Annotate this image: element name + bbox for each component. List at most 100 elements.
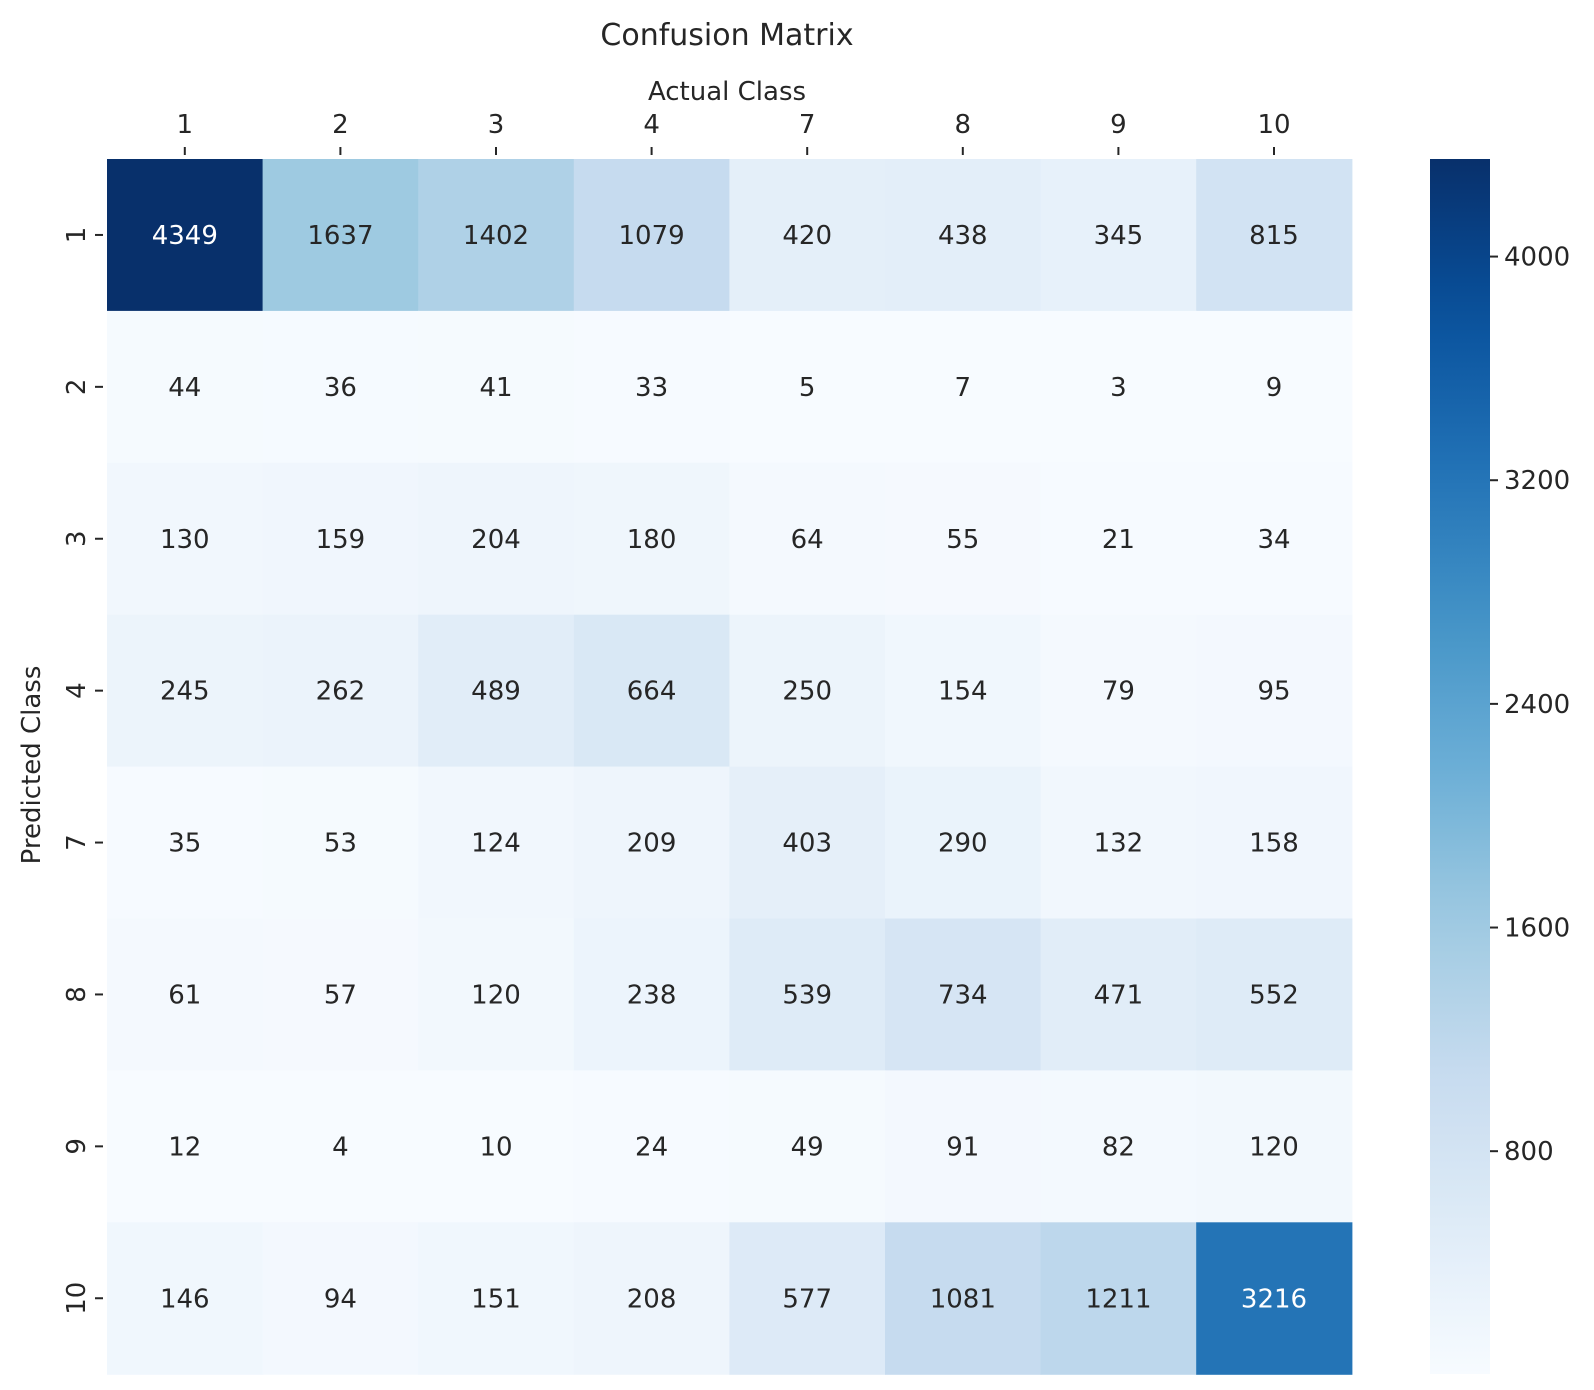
cell-value-label: 33 [635,373,668,403]
heatmap-cell [1196,310,1353,464]
heatmap-cell [573,462,730,616]
cell-value-label: 4 [332,1132,349,1162]
heatmap-cell [1040,310,1197,464]
cell-value-label: 124 [471,829,521,859]
cell-value-label: 35 [168,829,201,859]
colorbar-tick-label: 2400 [1504,690,1570,720]
heatmap-cell [262,159,419,312]
cell-value-label: 3216 [1241,1284,1307,1314]
cell-value-label: 1079 [619,221,685,251]
heatmap-cell [573,766,730,920]
cell-value-label: 21 [1102,525,1135,555]
cell-value-label: 208 [627,1284,677,1314]
heatmap-cell [885,310,1042,464]
heatmap-cell [1196,462,1353,616]
cell-value-label: 34 [1257,525,1290,555]
x-tick-label: 1 [177,110,194,140]
cell-value-label: 262 [316,677,366,707]
heatmap-cell [107,766,264,920]
heatmap-cell [885,1070,1042,1223]
colorbar-gradient [1430,159,1490,1374]
heatmap-cell [729,310,886,464]
cell-value-label: 55 [946,525,979,555]
heatmap-cell [107,159,264,312]
heatmap-cell [1040,1070,1197,1223]
heatmap-cell [418,766,575,920]
heatmap-cell [885,918,1042,1071]
cell-value-label: 539 [782,980,832,1010]
heatmap-cell [107,310,264,464]
cell-value-label: 132 [1094,829,1144,859]
heatmap-cell [262,462,419,616]
cell-value-label: 61 [168,980,201,1010]
cell-value-label: 120 [1249,1132,1299,1162]
cell-value-label: 471 [1094,980,1144,1010]
x-tick-label: 8 [955,110,972,140]
y-tick-label: 7 [62,834,92,851]
cell-value-label: 1402 [463,221,529,251]
heatmap-cell [262,918,419,1071]
cell-value-label: 57 [324,980,357,1010]
heatmap-cell [885,462,1042,616]
cell-value-label: 41 [479,373,512,403]
cell-value-label: 1637 [307,221,373,251]
heatmap-cell [729,462,886,616]
heatmap-cell [262,1070,419,1223]
cell-value-label: 159 [316,525,366,555]
cell-value-label: 815 [1249,221,1299,251]
cell-value-label: 1211 [1085,1284,1151,1314]
y-axis-label: Predicted Class [17,666,47,865]
cell-value-label: 204 [471,525,521,555]
heatmap-cell [107,918,264,1071]
heatmap-cell [885,1222,1042,1375]
cell-value-label: 238 [627,980,677,1010]
heatmap-cell [262,1222,419,1375]
x-tick-label: 2 [332,110,349,140]
cell-value-label: 489 [471,677,521,707]
heatmap-cell [729,918,886,1071]
heatmap-cell [573,1070,730,1223]
heatmap-cell [1040,159,1197,312]
cell-value-label: 10 [479,1132,512,1162]
heatmap-cell [107,1070,264,1223]
cell-value-label: 552 [1249,980,1299,1010]
heatmap-cell [1196,614,1353,768]
colorbar-tick-label: 1600 [1504,914,1570,944]
cell-value-label: 420 [782,221,832,251]
cell-value-label: 438 [938,221,988,251]
cell-value-label: 94 [324,1284,357,1314]
heatmap-cell [729,614,886,768]
cell-value-label: 120 [471,980,521,1010]
heatmap-cell [573,310,730,464]
cell-value-label: 403 [782,829,832,859]
heatmap-cell [1196,766,1353,920]
heatmap-cell [418,159,575,312]
heatmap-cell [262,614,419,768]
cell-value-label: 5 [799,373,816,403]
heatmap-cell [729,159,886,312]
heatmap-cell [729,1222,886,1375]
heatmap-cell [418,918,575,1071]
cell-value-label: 158 [1249,829,1299,859]
cell-value-label: 250 [782,677,832,707]
x-tick-label: 4 [643,110,660,140]
x-tick-label: 7 [799,110,816,140]
cell-value-label: 7 [955,373,972,403]
cell-value-label: 1081 [930,1284,996,1314]
heatmap-cell [1040,462,1197,616]
cell-value-label: 151 [471,1284,521,1314]
cell-value-label: 4349 [152,221,218,251]
heatmap-cell [418,462,575,616]
cell-value-label: 146 [160,1284,210,1314]
y-tick-label: 10 [62,1282,92,1315]
y-tick-label: 4 [62,682,92,699]
heatmap-cell [1040,614,1197,768]
heatmap-cell [418,614,575,768]
x-axis-ticks: 1 2 3 4 7 8 9 10 [177,110,1291,155]
heatmap-cell [418,1222,575,1375]
cell-value-label: 9 [1266,373,1283,403]
heatmap-cell [1040,1222,1197,1375]
cell-value-label: 36 [324,373,357,403]
heatmap-cell [262,310,419,464]
